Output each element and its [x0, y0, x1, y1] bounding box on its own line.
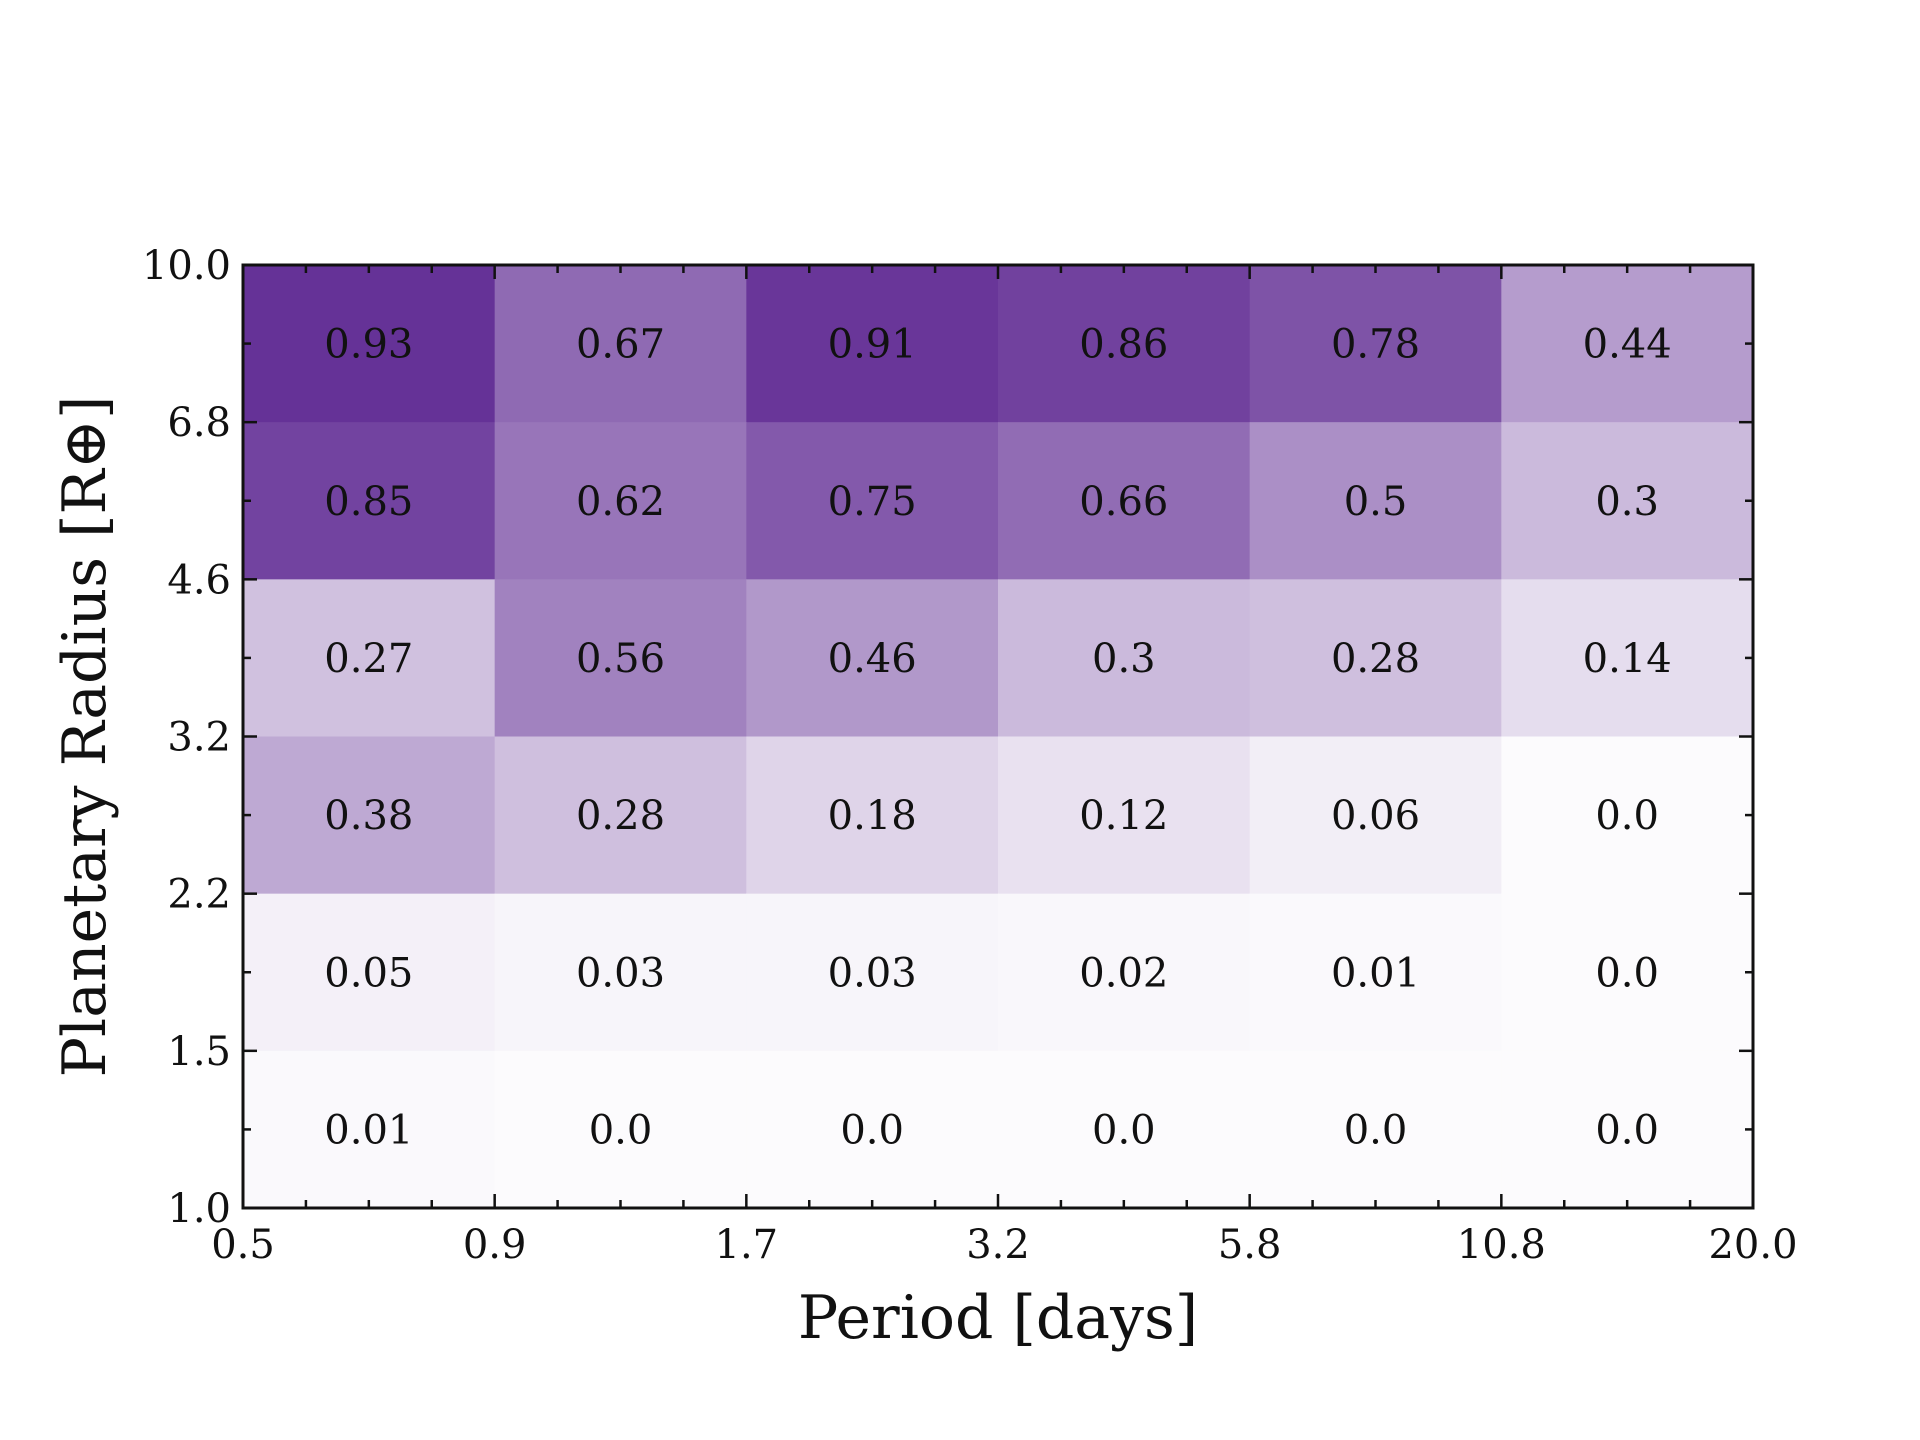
cell-value-label: 0.14 — [1583, 636, 1672, 682]
x-tick-label: 1.7 — [715, 1222, 779, 1268]
y-tick-label: 3.2 — [167, 715, 231, 761]
heatmap-cell — [1249, 422, 1502, 580]
cell-value-label: 0.0 — [840, 1107, 904, 1153]
cell-value-label: 0.86 — [1079, 322, 1168, 368]
y-tick-label: 2.2 — [167, 872, 231, 918]
heatmap-cell — [243, 579, 496, 738]
heatmap-cell — [1501, 579, 1754, 738]
cell-value-label: 0.05 — [324, 950, 413, 996]
cell-value-label: 0.28 — [576, 793, 665, 839]
heatmap-cell — [243, 265, 496, 423]
heatmap-cell — [1249, 579, 1502, 738]
heatmap-cell — [998, 579, 1251, 738]
heatmap-cell — [1501, 893, 1754, 1052]
heatmap-cell — [746, 736, 999, 895]
heatmap-cell — [243, 1050, 496, 1209]
heatmap-cell — [494, 422, 747, 580]
heatmap-cell — [243, 893, 496, 1052]
heatmap-cell — [494, 736, 747, 895]
cell-value-label: 0.38 — [324, 793, 413, 839]
cell-value-label: 0.66 — [1079, 479, 1168, 525]
cell-value-label: 0.0 — [1344, 1107, 1408, 1153]
cell-value-label: 0.3 — [1092, 636, 1156, 682]
y-axis-title: Planetary Radius [R⊕] — [50, 396, 120, 1078]
plot-frame — [241, 263, 1755, 1210]
cell-value-label: 0.0 — [1092, 1107, 1156, 1153]
cell-value-label: 0.01 — [324, 1107, 413, 1153]
heatmap-cell — [243, 736, 496, 895]
cell-value-label: 0.18 — [828, 793, 917, 839]
heatmap-cell — [998, 422, 1251, 580]
heatmap-cell — [1501, 1050, 1754, 1209]
y-tick-label: 10.0 — [142, 243, 231, 289]
heatmap-cell — [746, 1050, 999, 1209]
cell-value-label: 0.0 — [589, 1107, 653, 1153]
x-axis-title: Period [days] — [798, 1283, 1198, 1353]
heatmap-cell — [1249, 1050, 1502, 1209]
cell-value-label: 0.46 — [828, 636, 917, 682]
cell-value-label: 0.78 — [1331, 322, 1420, 368]
cell-value-label: 0.44 — [1583, 322, 1672, 368]
x-tick-label: 0.9 — [463, 1222, 527, 1268]
cell-value-label: 0.67 — [576, 322, 665, 368]
cell-value-label: 0.62 — [576, 479, 665, 525]
cell-value-label: 0.12 — [1079, 793, 1168, 839]
heatmap-cell — [998, 265, 1251, 423]
cell-value-label: 0.5 — [1344, 479, 1408, 525]
cell-value-label: 0.02 — [1079, 950, 1168, 996]
heatmap-cell — [494, 1050, 747, 1209]
heatmap-cell — [746, 422, 999, 580]
heatmap-cell — [1501, 265, 1754, 423]
heatmap-cell — [746, 579, 999, 738]
cell-value-label: 0.0 — [1595, 793, 1659, 839]
cell-value-label: 0.03 — [828, 950, 917, 996]
heatmap-cell — [1249, 265, 1502, 423]
heatmap-cell — [746, 893, 999, 1052]
cell-value-label: 0.27 — [324, 636, 413, 682]
heatmap-cell — [746, 265, 999, 423]
x-tick-label: 0.5 — [211, 1222, 275, 1268]
cell-value-label: 0.91 — [828, 322, 917, 368]
heatmap-cell — [494, 893, 747, 1052]
heatmap-cell — [1249, 893, 1502, 1052]
cell-value-label: 0.28 — [1331, 636, 1420, 682]
heatmap-cell — [1249, 736, 1502, 895]
cell-value-label: 0.56 — [576, 636, 665, 682]
cell-value-label: 0.0 — [1595, 1107, 1659, 1153]
x-tick-label: 20.0 — [1708, 1222, 1797, 1268]
cell-value-label: 0.85 — [324, 479, 413, 525]
heatmap-cell — [243, 422, 496, 580]
x-tick-label: 10.8 — [1457, 1222, 1546, 1268]
heatmap-cell — [998, 893, 1251, 1052]
heatmap-cell — [998, 736, 1251, 895]
heatmap-cell — [494, 579, 747, 738]
cell-value-label: 0.01 — [1331, 950, 1420, 996]
cell-value-label: 0.75 — [828, 479, 917, 525]
x-tick-label: 5.8 — [1218, 1222, 1282, 1268]
heatmap-cell — [1501, 736, 1754, 895]
y-tick-label: 4.6 — [167, 557, 231, 603]
cell-value-label: 0.0 — [1595, 950, 1659, 996]
cell-value-label: 0.93 — [324, 322, 413, 368]
heatmap-cell — [1501, 422, 1754, 580]
y-tick-label: 1.5 — [167, 1029, 231, 1075]
heatmap-cell — [494, 265, 747, 423]
y-tick-labels: 1.0 1.5 2.2 3.2 4.6 6.8 10.0 — [142, 243, 231, 1232]
heatmap-cells: 0.93 0.67 0.91 0.86 0.78 0.44 0.85 0.62 0.75 0.66… — [243, 265, 1754, 1209]
cell-value-label: 0.06 — [1331, 793, 1420, 839]
cell-value-label: 0.3 — [1595, 479, 1659, 525]
y-tick-label: 6.8 — [167, 400, 231, 446]
heatmap-cell — [998, 1050, 1251, 1209]
x-tick-label: 3.2 — [966, 1222, 1030, 1268]
y-tick-label: 1.0 — [167, 1186, 231, 1232]
cell-value-label: 0.03 — [576, 950, 665, 996]
x-tick-labels: 0.5 0.9 1.7 3.2 5.8 10.8 20.0 — [211, 1222, 1797, 1268]
